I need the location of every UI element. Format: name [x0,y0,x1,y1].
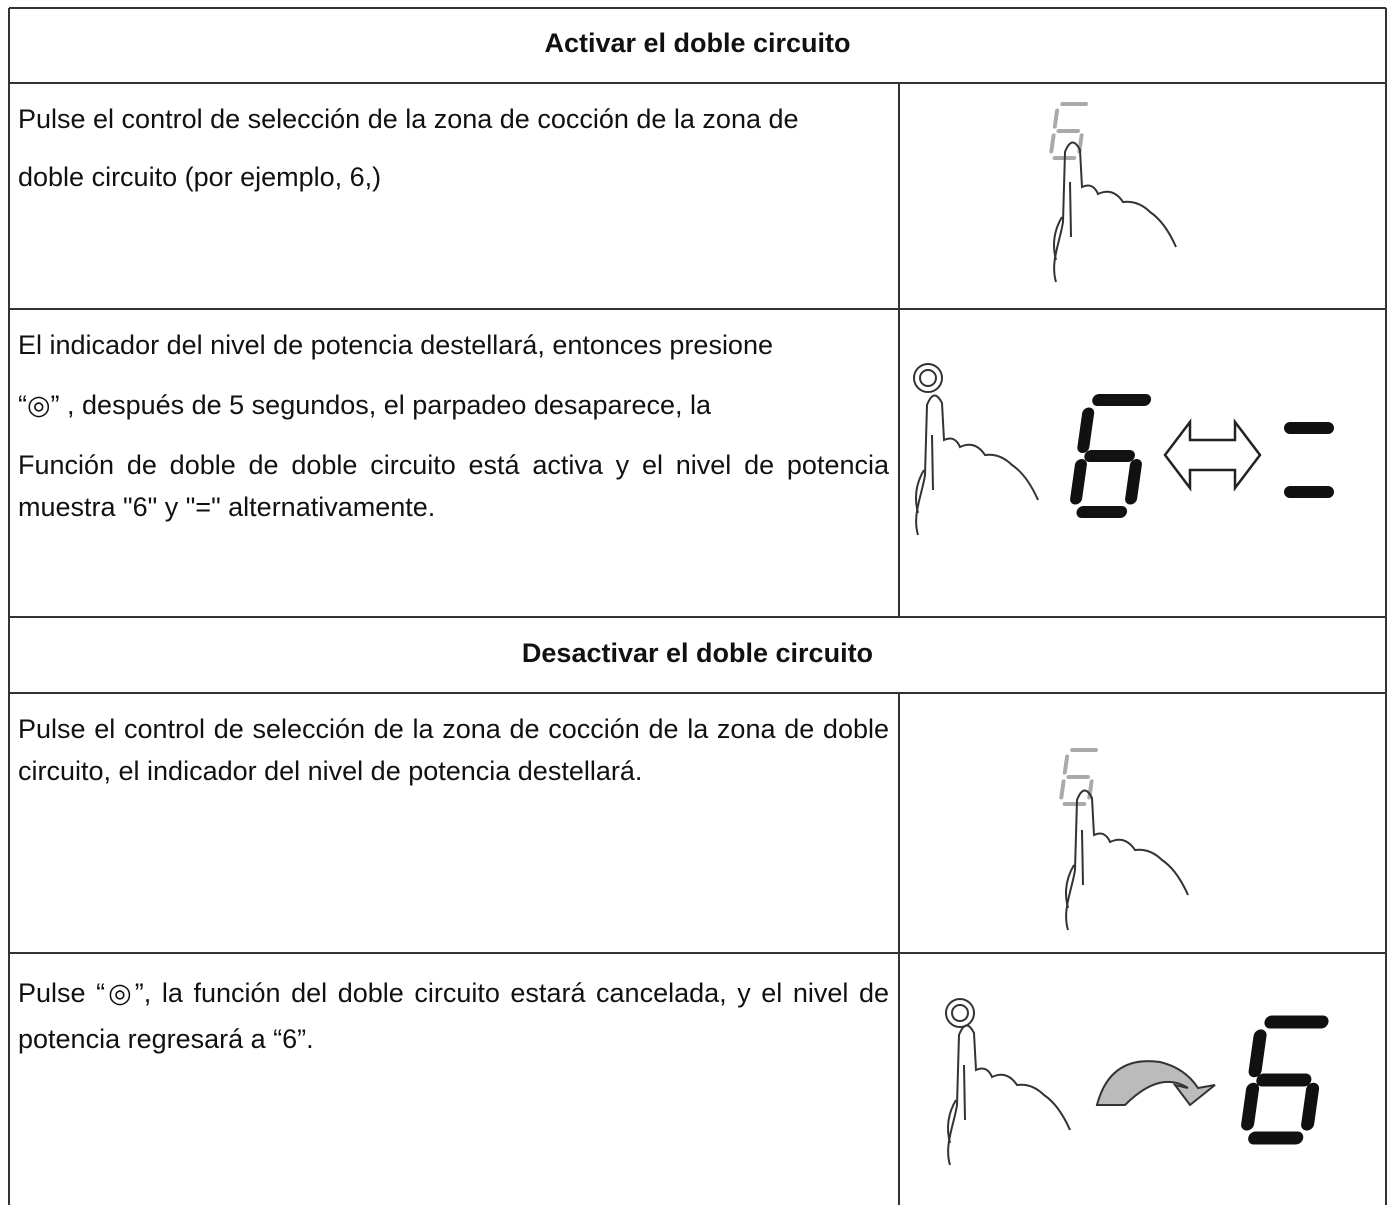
hand-outline [915,394,1039,536]
seven-segment-digit [1070,394,1152,518]
paragraph: Pulse “◎”, la función del doble circuito… [18,978,889,1054]
hand-thumb [1065,864,1075,909]
button-ring [913,363,943,393]
hand-finger [1069,181,1072,238]
hand-thumb [1053,216,1063,261]
hand-finger [931,434,934,491]
seven-segment-digit [1059,748,1099,806]
segment [1059,779,1066,800]
paragraph: doble circuito (por ejemplo, 6,) [18,162,382,192]
hand-finger [963,1064,966,1121]
hand-outline [1065,789,1189,931]
hand [915,394,1039,536]
segment [1301,1082,1320,1131]
segment [1248,1029,1267,1078]
section-title: Activar el doble circuito [544,28,851,58]
segment [1077,407,1095,454]
double-arrow [1163,418,1262,492]
curved-arrow [1095,1060,1216,1107]
segment [1049,133,1056,154]
paragraph: El indicador del nivel de potencia deste… [18,330,773,360]
cell-text: Pulse el control de selección de la zona… [18,98,889,216]
hand-finger [1081,829,1084,886]
section-title: Desactivar el doble circuito [521,638,874,668]
hand [1053,141,1177,283]
segment [1062,754,1070,775]
paragraph: Función de doble de doble circuito está … [18,450,889,522]
button-dot [919,369,937,387]
segment [1241,1082,1260,1131]
seven-segment-digit [1241,1015,1329,1145]
illustrations [913,102,1334,1166]
cell-text: Pulse el control de selección de la zona… [18,708,889,810]
cell-text: El indicador del nivel de potencia deste… [18,324,889,546]
table-borders [8,7,1387,1205]
segment [1070,458,1087,505]
segment [1052,108,1060,129]
hand-outline [947,1024,1071,1166]
hand-thumb [947,1099,957,1144]
hand [1065,789,1189,931]
hand-thumb [915,469,925,514]
button-ring [945,998,975,1028]
hand [947,1024,1071,1166]
paragraph: “◎” , después de 5 segundos, el parpadeo… [18,390,712,420]
cell-text: Pulse “◎”, la función del doble circuito… [18,970,889,1080]
paragraph: Pulse el control de selección de la zona… [18,714,889,786]
hand-outline [1053,141,1177,283]
segment [1125,458,1142,505]
paragraph: Pulse el control de selección de la zona… [18,104,799,134]
button-dot [951,1004,969,1022]
